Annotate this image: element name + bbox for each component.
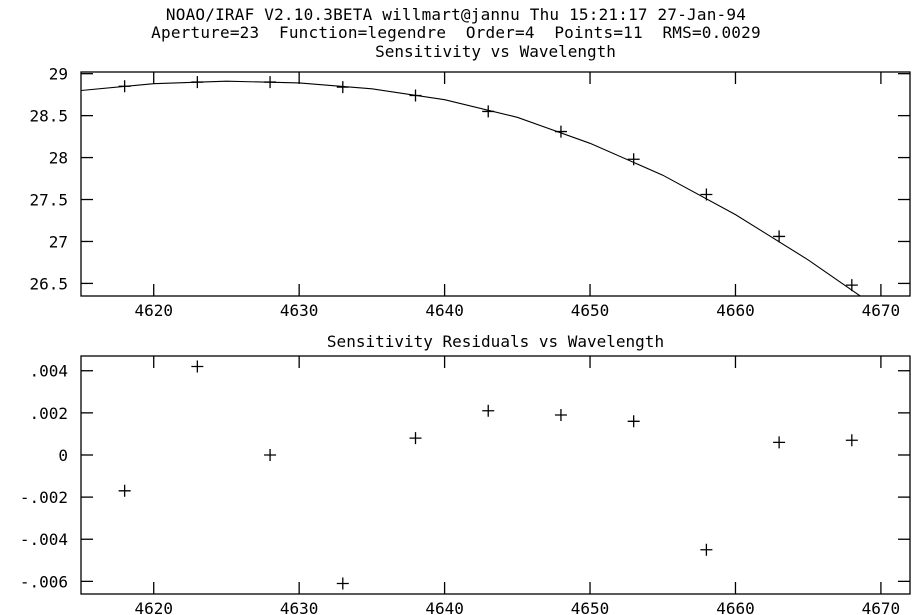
x-tick-label: 4640 (425, 301, 464, 320)
sensitivity-panel: Sensitivity vs Wavelength 4620 4630 4640 465… (29, 42, 911, 320)
x-tick-label: 4620 (134, 599, 173, 615)
data-point-marker (627, 415, 640, 428)
data-point-marker (773, 436, 786, 449)
data-point-marker (773, 230, 786, 243)
y-tick-label: -.002 (20, 488, 68, 507)
y-tick-label: 0 (58, 446, 68, 465)
data-point-marker (845, 279, 858, 292)
data-point-marker (409, 432, 422, 445)
y-tick-label: -.006 (20, 572, 68, 591)
y-tick-label: 28.5 (29, 107, 68, 126)
data-point-marker (845, 434, 858, 447)
x-tick-label: 4670 (862, 599, 901, 615)
y-tick-label: 27 (49, 232, 68, 251)
x-tick-label: 4650 (571, 599, 610, 615)
data-point-marker (700, 543, 713, 556)
data-point-marker (191, 360, 204, 373)
header-line-1: NOAO/IRAF V2.10.3BETA willmart@jannu Thu… (165, 5, 747, 24)
y-tick-label: 27.5 (29, 191, 68, 210)
x-tick-label: 4630 (280, 301, 319, 320)
chart-title: Sensitivity Residuals vs Wavelength (327, 332, 664, 351)
x-tick-label: 4620 (134, 301, 173, 320)
chart-title: Sensitivity vs Wavelength (375, 42, 616, 61)
fit-curve (81, 80, 862, 296)
y-tick-label: -.004 (20, 530, 68, 549)
plot-frame (80, 355, 911, 595)
plot-frame (80, 71, 911, 297)
data-point-marker (264, 448, 277, 461)
x-tick-label: 4660 (716, 599, 755, 615)
x-tick-label: 4660 (716, 301, 755, 320)
data-point-marker (118, 484, 131, 497)
data-point-marker (627, 153, 640, 166)
data-point-marker (336, 577, 349, 590)
y-tick-label: 29 (49, 65, 68, 84)
x-tick-label: 4640 (425, 599, 464, 615)
x-tick-label: 4650 (571, 301, 610, 320)
header-line-2: Aperture=23 Function=legendre Order=4 Po… (151, 23, 761, 42)
x-tick-label: 4670 (862, 301, 901, 320)
data-point-marker (554, 408, 567, 421)
x-tick-label: 4630 (280, 599, 319, 615)
data-point-marker (482, 404, 495, 417)
y-tick-label: 28 (49, 149, 68, 168)
residuals-panel: Sensitivity Residuals vs Wavelength 4620 4… (20, 332, 911, 615)
y-tick-label: .004 (29, 362, 68, 381)
y-tick-label: 26.5 (29, 274, 68, 293)
y-tick-label: .002 (29, 404, 68, 423)
